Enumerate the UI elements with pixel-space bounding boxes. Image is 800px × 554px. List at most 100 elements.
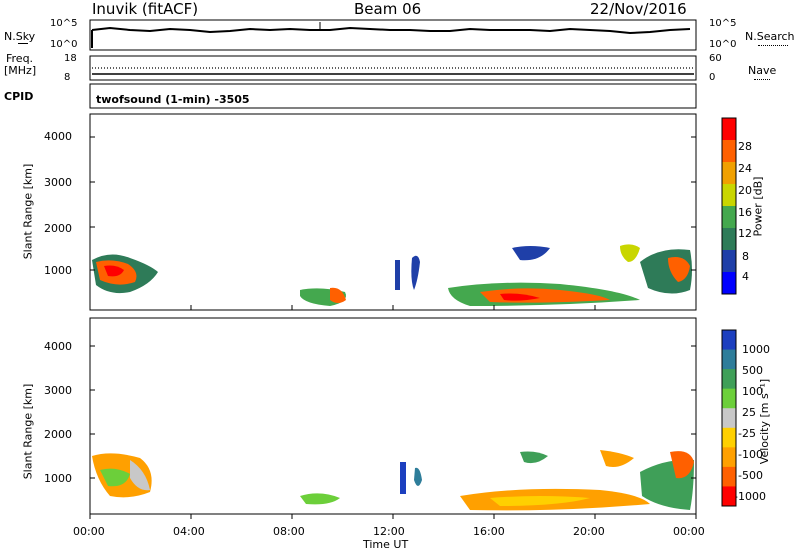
freq-panel-frame <box>89 55 697 81</box>
nsearch-tick-max: 10^5 <box>709 18 737 29</box>
vel-cbtick-25: 25 <box>742 406 756 419</box>
velocity-blob-8 <box>520 451 548 464</box>
velocity-heatmap <box>92 450 694 511</box>
power-colorbar <box>721 117 737 295</box>
velocity-blob-7 <box>600 450 634 467</box>
power-colorbar-swatch <box>722 206 736 229</box>
power-blob-2-core <box>330 287 346 303</box>
power-ytick-2000: 2000 <box>44 222 72 235</box>
nave-label: Nave <box>748 64 777 77</box>
cpid-label: CPID <box>4 90 34 103</box>
velocity-blob-4-inner <box>490 496 590 506</box>
power-blob-8 <box>395 260 400 290</box>
velocity-colorbar-swatch <box>722 486 736 507</box>
vel-cbtick-neg25: -25 <box>738 427 756 440</box>
velocity-colorbar-swatch <box>722 330 736 351</box>
nsky-tick-max: 10^5 <box>50 18 78 29</box>
velocity-ytick-1000: 1000 <box>44 472 72 485</box>
velocity-colorbar-swatch <box>722 447 736 468</box>
date-title: 22/Nov/2016 <box>590 0 687 18</box>
velocity-ytick-2000: 2000 <box>44 428 72 441</box>
nsky-legend-line <box>18 43 28 44</box>
velocity-ytick-3000: 3000 <box>44 384 72 397</box>
velocity-colorbar-swatch <box>722 427 736 448</box>
vel-cbtick-neg100: -100 <box>738 448 763 461</box>
nsearch-label: N.Search <box>745 30 795 43</box>
power-ytick-3000: 3000 <box>44 176 72 189</box>
xtick-4: 16:00 <box>473 525 505 538</box>
beam-title: Beam 06 <box>354 0 422 18</box>
cpid-value: twofsound (1-min) -3505 <box>96 93 250 106</box>
power-colorbar-swatch <box>722 250 736 273</box>
freq-unit-label: [MHz] <box>4 64 37 77</box>
nsky-tick-min: 10^0 <box>50 39 78 50</box>
xtick-1: 04:00 <box>173 525 205 538</box>
xtick-2: 08:00 <box>273 525 305 538</box>
xaxis-label: Time UT <box>363 538 409 551</box>
power-blob-3-peak <box>500 293 540 301</box>
power-ytick-4000: 4000 <box>44 130 72 143</box>
nsky-panel-frame <box>89 19 697 51</box>
power-ytick-1000: 1000 <box>44 264 72 277</box>
power-cbtick-24: 24 <box>738 162 752 175</box>
velocity-colorbar-swatch <box>722 388 736 409</box>
freq-label: Freq. <box>6 52 34 65</box>
xticks <box>89 305 697 519</box>
power-blob-7 <box>411 255 420 290</box>
power-colorbar-swatch <box>722 228 736 251</box>
power-colorbar-swatch <box>722 140 736 163</box>
vel-cbtick-100: 100 <box>742 385 763 398</box>
velocity-blob-3 <box>414 467 422 486</box>
power-colorbar-swatch <box>722 162 736 185</box>
power-cbtick-12: 12 <box>738 227 752 240</box>
xtick-6: 00:00 <box>673 525 705 538</box>
velocity-blob-1-edge <box>130 460 150 491</box>
power-cbtick-8: 8 <box>742 250 749 263</box>
nave-legend-line <box>754 79 770 80</box>
power-colorbar-swatch <box>722 272 736 295</box>
power-blob-6 <box>512 246 550 261</box>
velocity-ytick-4000: 4000 <box>44 340 72 353</box>
xtick-5: 20:00 <box>573 525 605 538</box>
vel-cbtick-neg500: -500 <box>738 469 763 482</box>
power-colorbar-swatch <box>722 184 736 207</box>
velocity-yticks <box>90 345 696 479</box>
nsky-line <box>91 26 691 35</box>
velocity-blob-2 <box>400 462 406 494</box>
power-blob-4-core <box>668 257 690 282</box>
velocity-blob-6 <box>670 451 694 479</box>
freq-tick-max: 18 <box>64 53 77 64</box>
vel-cbtick-500: 500 <box>742 364 763 377</box>
velocity-colorbar-swatch <box>722 408 736 429</box>
velocity-colorbar-swatch <box>722 369 736 390</box>
station-title: Inuvik (fitACF) <box>92 0 199 18</box>
velocity-colorbar <box>721 329 737 507</box>
velocity-colorbar-swatch <box>722 349 736 370</box>
power-cbtick-20: 20 <box>738 184 752 197</box>
freq-tick-min: 8 <box>64 72 71 83</box>
velocity-blob-1-inner <box>100 468 130 487</box>
xtick-0: 00:00 <box>73 525 105 538</box>
nsearch-tick-min: 10^0 <box>709 39 737 50</box>
cpid-panel-frame <box>89 83 697 109</box>
vel-cbtick-neg1000: -1000 <box>734 490 766 503</box>
power-cbtick-16: 16 <box>738 206 752 219</box>
velocity-colorbar-swatch <box>722 466 736 487</box>
velocity-blob-9 <box>300 493 340 505</box>
power-colorbar-swatch <box>722 118 736 141</box>
xtick-3: 12:00 <box>373 525 405 538</box>
velocity-panel-frame <box>89 317 697 515</box>
nave-tick-min: 0 <box>709 72 716 83</box>
power-blob-1-peak <box>104 265 124 277</box>
power-panel-frame <box>89 113 697 311</box>
power-blob-5 <box>620 244 640 262</box>
nave-tick-max: 60 <box>709 53 722 64</box>
nsky-label: N.Sky <box>4 30 36 43</box>
power-yticks <box>90 136 696 271</box>
power-colorbar-frame <box>721 117 737 295</box>
power-cbtick-28: 28 <box>738 140 752 153</box>
power-heatmap <box>92 244 692 306</box>
vel-cbtick-1000: 1000 <box>742 343 770 356</box>
